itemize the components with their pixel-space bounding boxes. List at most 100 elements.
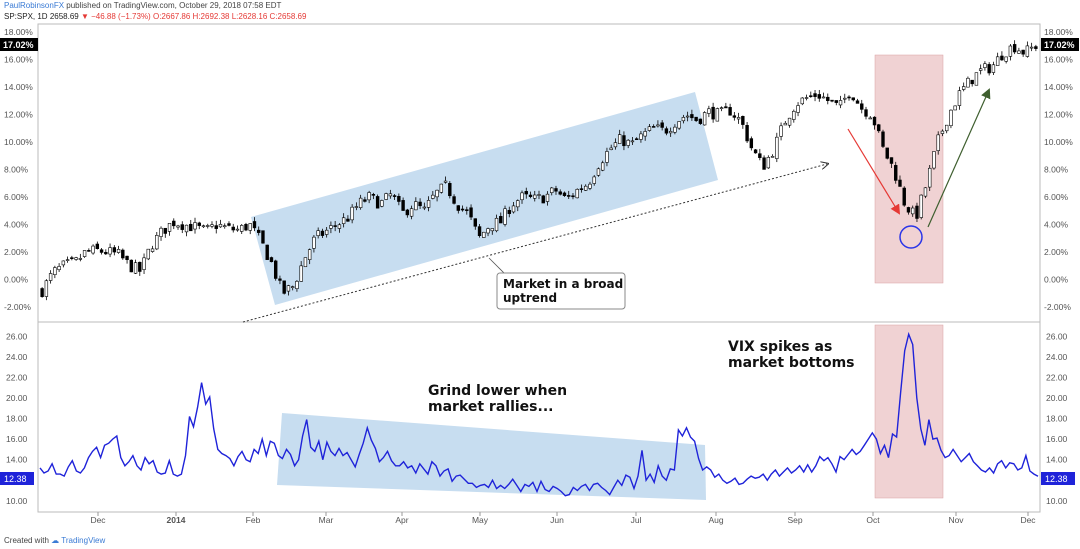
time-tick-label: Nov xyxy=(948,515,964,525)
candle-body xyxy=(435,189,439,198)
candle-body xyxy=(269,257,274,263)
price-last-badge-right: 17.02% xyxy=(1041,38,1079,51)
candle-body xyxy=(1012,44,1017,53)
candle-body xyxy=(719,107,724,109)
price-tick-label: 8.00% xyxy=(1044,165,1069,175)
candle-body xyxy=(265,244,269,260)
candle-body xyxy=(711,106,715,120)
candle-body xyxy=(108,247,112,255)
grind-label-line1: Grind lower when xyxy=(428,383,567,399)
candle-body xyxy=(172,220,176,227)
candle-body xyxy=(868,117,872,120)
candle-body xyxy=(448,183,452,197)
candle-body xyxy=(843,97,847,100)
candle-body xyxy=(673,126,677,133)
candle-body xyxy=(388,193,393,197)
candle-body xyxy=(821,96,826,99)
vix-last-badge-right: 12.38 xyxy=(1041,472,1075,485)
vix-last-badge-left: 12.38 xyxy=(0,472,34,485)
candle-body xyxy=(949,109,953,127)
candle-body xyxy=(392,195,397,197)
candle-body xyxy=(855,100,860,104)
candle-body xyxy=(57,266,61,271)
candle-body xyxy=(728,107,732,116)
vix-tick-label: 14.00 xyxy=(1046,455,1068,465)
candle-body xyxy=(634,138,639,140)
candlestick-series xyxy=(40,40,1038,301)
candle-body xyxy=(707,108,711,114)
candle-body xyxy=(65,259,70,261)
candle-body xyxy=(248,223,252,231)
candle-body xyxy=(834,100,838,103)
candle-body xyxy=(125,255,129,260)
candle-body xyxy=(499,216,503,224)
candle-body xyxy=(299,265,303,282)
candle-body xyxy=(74,257,78,260)
candle-body xyxy=(104,251,108,255)
candle-body xyxy=(163,227,167,234)
candle-body xyxy=(87,250,91,252)
time-tick-label: Dec xyxy=(90,515,106,525)
candle-body xyxy=(749,138,754,149)
candle-body xyxy=(53,267,57,276)
candle-body xyxy=(1021,49,1025,55)
vix-tick-label: 14.00 xyxy=(6,455,28,465)
svg-text:12.38: 12.38 xyxy=(1045,474,1068,484)
candle-body xyxy=(575,189,579,199)
candle-body xyxy=(783,122,788,126)
candle-body xyxy=(592,176,596,184)
candle-body xyxy=(1017,50,1021,54)
price-tick-label: 12.00% xyxy=(4,110,33,120)
candle-body xyxy=(346,218,350,222)
vix-tick-label: 18.00 xyxy=(6,414,28,424)
candle-body xyxy=(762,157,766,170)
price-tick-label: -2.00% xyxy=(4,302,31,312)
candle-body xyxy=(605,151,609,163)
candle-body xyxy=(465,209,469,211)
candle-body xyxy=(957,90,962,106)
vix-tick-label: 20.00 xyxy=(1046,393,1068,403)
price-tick-label: 16.00% xyxy=(1044,55,1073,65)
candle-body xyxy=(44,280,49,297)
svg-text:17.02%: 17.02% xyxy=(1044,40,1075,50)
symbol-line: SP:SPX, 1D 2658.69 ▼ −46.88 (−1.73%) O:2… xyxy=(4,12,306,22)
candle-body xyxy=(307,249,312,260)
red-arrow xyxy=(847,128,901,215)
candle-body xyxy=(953,105,957,111)
candle-body xyxy=(443,180,448,183)
vix-tick-label: 24.00 xyxy=(6,352,28,362)
candle-body xyxy=(537,194,541,196)
candle-body xyxy=(584,185,588,191)
svg-text:17.02%: 17.02% xyxy=(3,40,34,50)
author-link[interactable]: PaulRobinsonFX xyxy=(4,1,65,10)
candle-body xyxy=(1004,56,1008,62)
candle-body xyxy=(176,225,180,228)
candle-body xyxy=(405,209,410,216)
candle-body xyxy=(116,249,121,253)
candle-body xyxy=(401,200,405,211)
candle-body xyxy=(741,116,745,125)
candle-body xyxy=(320,230,325,236)
price-tick-label: 18.00% xyxy=(4,27,33,37)
candle-body xyxy=(197,222,201,226)
tradingview-link[interactable]: TradingView xyxy=(61,536,106,545)
candle-body xyxy=(732,115,737,118)
candle-body xyxy=(775,136,779,159)
grind-zone xyxy=(277,413,706,500)
price-tick-label: 8.00% xyxy=(4,165,29,175)
candle-body xyxy=(231,226,235,231)
candle-body xyxy=(753,149,758,154)
candle-body xyxy=(792,110,796,120)
candle-body xyxy=(312,236,316,249)
footer: Created with ☁ TradingView xyxy=(4,536,105,545)
candle-body xyxy=(180,224,184,230)
price-tick-label: 4.00% xyxy=(1044,220,1069,230)
symbol-label: SP:SPX, 1D xyxy=(4,12,48,21)
candle-body xyxy=(520,192,524,201)
candle-body xyxy=(418,201,422,207)
candle-body xyxy=(261,230,265,244)
candle-body xyxy=(473,218,477,227)
price-last-badge-left: 17.02% xyxy=(0,38,38,51)
candle-body xyxy=(974,72,979,86)
